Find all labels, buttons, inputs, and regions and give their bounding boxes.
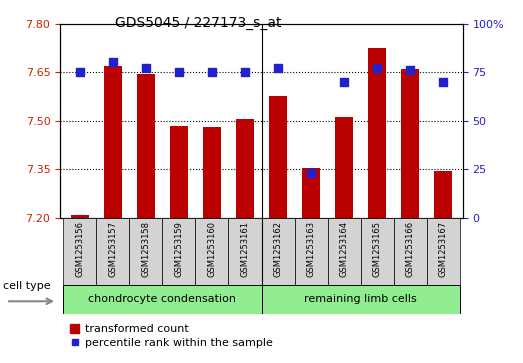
Point: [274, 65, 282, 71]
Bar: [401, 69, 419, 218]
Bar: [170, 126, 188, 218]
Text: chondrocyte condensation: chondrocyte condensation: [88, 294, 236, 305]
Bar: [203, 127, 221, 218]
Text: GSM1253158: GSM1253158: [141, 221, 151, 277]
Text: GSM1253160: GSM1253160: [208, 221, 217, 277]
Bar: [434, 171, 452, 218]
Point: [175, 69, 183, 75]
Text: GSM1253159: GSM1253159: [175, 221, 184, 277]
Bar: [63, 218, 96, 285]
Bar: [368, 48, 386, 218]
Bar: [229, 218, 262, 285]
Point: [142, 65, 150, 71]
Bar: [294, 218, 327, 285]
Bar: [360, 218, 393, 285]
Legend: transformed count, percentile rank within the sample: transformed count, percentile rank withi…: [66, 319, 277, 353]
Bar: [427, 218, 460, 285]
Point: [208, 69, 216, 75]
Point: [241, 69, 249, 75]
Bar: [104, 66, 122, 218]
Bar: [71, 215, 89, 218]
Bar: [335, 118, 353, 218]
Text: GDS5045 / 227173_s_at: GDS5045 / 227173_s_at: [116, 16, 282, 30]
Text: GSM1253161: GSM1253161: [241, 221, 249, 277]
Bar: [130, 218, 163, 285]
Bar: [269, 97, 287, 218]
Bar: [327, 218, 360, 285]
Bar: [63, 285, 262, 314]
Bar: [196, 218, 229, 285]
Bar: [163, 218, 196, 285]
Text: GSM1253166: GSM1253166: [405, 221, 415, 277]
Text: GSM1253165: GSM1253165: [372, 221, 382, 277]
Point: [76, 69, 84, 75]
Text: GSM1253157: GSM1253157: [108, 221, 118, 277]
Text: GSM1253163: GSM1253163: [306, 221, 315, 277]
Text: GSM1253156: GSM1253156: [75, 221, 84, 277]
Bar: [236, 119, 254, 218]
Text: remaining limb cells: remaining limb cells: [304, 294, 417, 305]
Point: [439, 79, 447, 85]
Bar: [96, 218, 130, 285]
Point: [109, 60, 117, 65]
Point: [406, 67, 414, 73]
Text: GSM1253167: GSM1253167: [439, 221, 448, 277]
Bar: [302, 168, 320, 218]
Bar: [262, 285, 460, 314]
Bar: [137, 74, 155, 218]
Point: [373, 65, 381, 71]
Text: cell type: cell type: [3, 281, 50, 291]
Point: [340, 79, 348, 85]
Bar: [262, 218, 294, 285]
Bar: [393, 218, 427, 285]
Text: GSM1253162: GSM1253162: [274, 221, 282, 277]
Text: GSM1253164: GSM1253164: [339, 221, 348, 277]
Point: [307, 170, 315, 176]
